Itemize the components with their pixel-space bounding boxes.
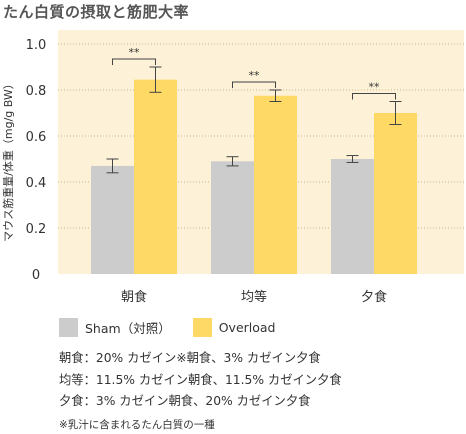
legend-label-overload: Overload — [218, 320, 276, 335]
y-tick-label: 0 — [32, 268, 40, 283]
note-dinner: 夕食：3% カゼイン朝食、20% カゼイン夕食 — [59, 394, 311, 408]
y-tick-label: 1.0 — [26, 38, 47, 53]
chart-title: たん白質の摂取と筋肥大率 — [3, 3, 190, 21]
bar-sham — [91, 165, 134, 274]
legend-swatch-sham — [59, 318, 78, 337]
y-tick-label: 0.8 — [26, 84, 47, 99]
legend: Sham（対照） Overload — [59, 318, 297, 337]
legend-item-overload: Overload — [192, 318, 276, 337]
significance-bracket — [112, 58, 156, 65]
bar-overload — [134, 79, 177, 275]
x-tick-label: 夕食 — [361, 289, 387, 305]
significance-bracket — [352, 93, 396, 100]
bar-overload — [254, 95, 297, 274]
y-axis-label: マウス筋重量/体重（mg/g BW） — [1, 78, 15, 242]
bar-sham — [331, 159, 374, 274]
y-tick-label: 0.4 — [26, 176, 47, 191]
significance-label: ** — [129, 46, 141, 59]
y-tick-label: 0.6 — [26, 130, 47, 145]
legend-swatch-overload — [192, 318, 212, 337]
note-breakfast: 朝食：20% カゼイン※朝食、3% カゼイン夕食 — [59, 351, 321, 365]
bar-sham — [211, 161, 254, 274]
notes: 朝食：20% カゼイン※朝食、3% カゼイン夕食 均等：11.5% カゼイン朝食… — [59, 348, 342, 413]
bar-chart: 0 0.2 0.4 0.6 0.8 1.0 マウス筋重量/体重（mg/g BW） ** 朝食 **… — [1, 30, 464, 305]
significance-label: ** — [369, 81, 381, 94]
significance-label: ** — [249, 69, 261, 82]
legend-item-sham: Sham（対照） — [59, 318, 171, 337]
significance-bracket — [232, 81, 276, 88]
bar-overload — [374, 113, 417, 274]
footnote: ※乳汁に含まれるたん白質の一種 — [59, 419, 215, 431]
x-tick-label: 朝食 — [121, 289, 147, 305]
legend-label-sham: Sham（対照） — [85, 321, 171, 336]
x-tick-label: 均等 — [241, 289, 267, 305]
note-even: 均等：11.5% カゼイン朝食、11.5% カゼイン夕食 — [59, 372, 342, 387]
y-tick-label: 0.2 — [26, 222, 47, 237]
